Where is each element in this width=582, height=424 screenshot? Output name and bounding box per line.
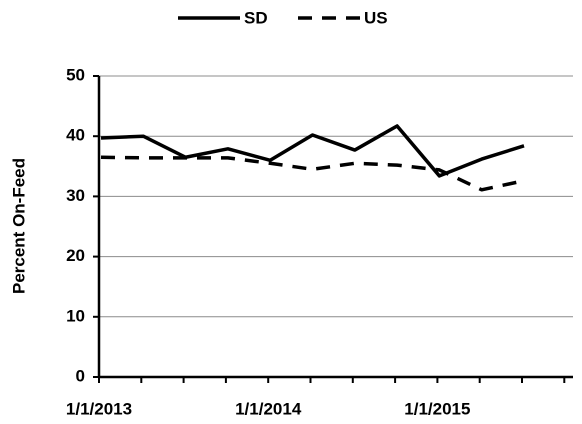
y-tick-label: 10 <box>66 306 85 325</box>
x-tick-label: 1/1/2015 <box>404 399 470 418</box>
legend-label: US <box>364 8 388 27</box>
y-tick-label: 0 <box>76 366 85 385</box>
x-tick-label: 1/1/2014 <box>235 399 302 418</box>
y-tick-label: 20 <box>66 246 85 265</box>
x-tick-label: 1/1/2013 <box>66 399 132 418</box>
legend-label: SD <box>244 8 268 27</box>
series-line <box>100 155 525 192</box>
y-axis-title: Percent On-Feed <box>9 158 28 294</box>
y-tick-label: 30 <box>66 186 85 205</box>
series-line <box>100 124 525 178</box>
y-tick-label: 40 <box>66 126 85 145</box>
y-tick-label: 50 <box>66 65 85 84</box>
